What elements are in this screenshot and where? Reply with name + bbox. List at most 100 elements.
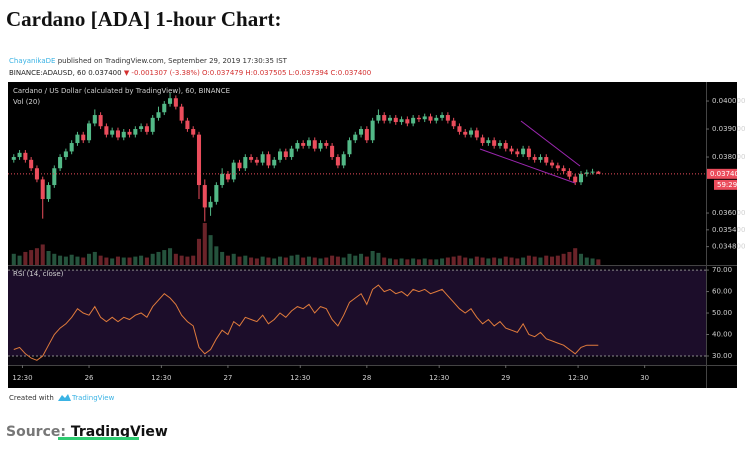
candle-body [544,157,549,163]
candle-body [196,134,202,186]
candle-body [445,115,450,121]
candle-body [173,98,178,107]
candle-body [150,117,155,132]
trendline [520,120,581,167]
candle-body [306,140,311,146]
candle-body [46,185,51,200]
volume-bar [468,258,474,265]
x-tick-label: 29 [501,374,510,382]
candle-body [405,119,410,124]
candle-body [162,103,167,113]
candle-body [515,151,520,155]
y-tick-label: 0.034800 [712,243,745,251]
rsi-tick-label: 60.00 [712,288,732,296]
volume-bar [526,255,531,265]
volume-bar [92,251,97,265]
candle-body [440,115,445,118]
candle-body [231,162,236,180]
candle-body [11,157,16,160]
volume-legend: Vol (20) [13,98,40,106]
volume-bar [578,253,584,265]
source-link[interactable]: TradingView [71,424,168,440]
candle-body [191,129,196,135]
volume-bar [370,251,375,265]
volume-bar [486,258,491,265]
volume-bar [75,256,80,265]
x-tick-label: 12:30 [151,374,171,382]
author[interactable]: ChayanikaDE [9,57,55,65]
candle-body [463,131,468,135]
volume-bar [393,259,398,265]
volume-bar [40,244,45,265]
volume-bar [139,255,144,265]
volume-bar [214,246,219,265]
volume-bar [324,257,329,265]
y-tick-label: 0.035400 [712,226,745,234]
x-tick-label: 12:30 [568,374,588,382]
candle-body [474,130,479,138]
x-tick-label: 28 [362,374,371,382]
candle-body [550,162,555,166]
candle-body [243,157,248,169]
volume-bar [162,250,167,265]
volume-bar [335,256,340,265]
article-title: Cardano [ADA] 1-hour Chart: [6,7,282,31]
volume-bar [115,256,120,265]
volume-bar [573,248,578,265]
candle-body [561,168,566,172]
candle-body [590,171,595,173]
volume-bar [428,259,433,265]
created-with: Created with [9,394,54,402]
candle-body [295,143,300,149]
volume-bar [382,257,387,265]
volume-bar [532,256,537,265]
trendline [479,148,576,184]
countdown-tag [714,179,737,190]
volume-bar [457,255,462,265]
candle-body [202,185,207,208]
volume-bar [376,252,381,265]
candle-body [266,154,271,166]
volume-bar [422,258,427,265]
volume-bar [283,257,288,265]
volume-bar [266,257,271,265]
candle-body [121,131,126,138]
candle-body [596,171,601,174]
volume-bar [104,257,109,265]
candle-body [272,159,277,166]
last: 0.037400 [88,69,121,77]
volume-bar [110,258,115,265]
candle-body [277,151,283,160]
candle-body [364,129,369,141]
candle-body [289,148,294,158]
y-tick-label: 0.036000 [712,209,745,217]
candle-body [87,123,92,141]
volume-bar [185,256,190,265]
volume-bar [277,256,283,265]
plot: 0.040000 0.039000 0.038000 0.036000 0.035400… [8,92,745,382]
candle-body [416,117,421,120]
candle-body [52,168,57,186]
volume-bar [150,253,155,265]
volume-bar [237,256,242,265]
candle-body [584,172,589,174]
candle-body [23,152,28,160]
candle-body [220,173,225,186]
volume-bar [590,258,595,265]
brand-link[interactable]: TradingView [71,394,115,402]
volume-bar [121,257,126,265]
volume-bar [29,250,34,265]
volume-bar [127,257,132,265]
candle-body [359,129,364,135]
rsi-line [13,284,599,361]
candle-body [81,134,86,141]
rsi-tick-label: 40.00 [712,331,732,339]
volume-bar [318,258,323,265]
candle-body [260,154,265,163]
y-tick-label: 0.038000 [712,153,745,161]
candle-body [428,116,433,121]
candle-body [492,140,497,146]
candle-body [497,143,502,146]
candle-body [127,131,132,135]
candle-body [532,157,537,160]
